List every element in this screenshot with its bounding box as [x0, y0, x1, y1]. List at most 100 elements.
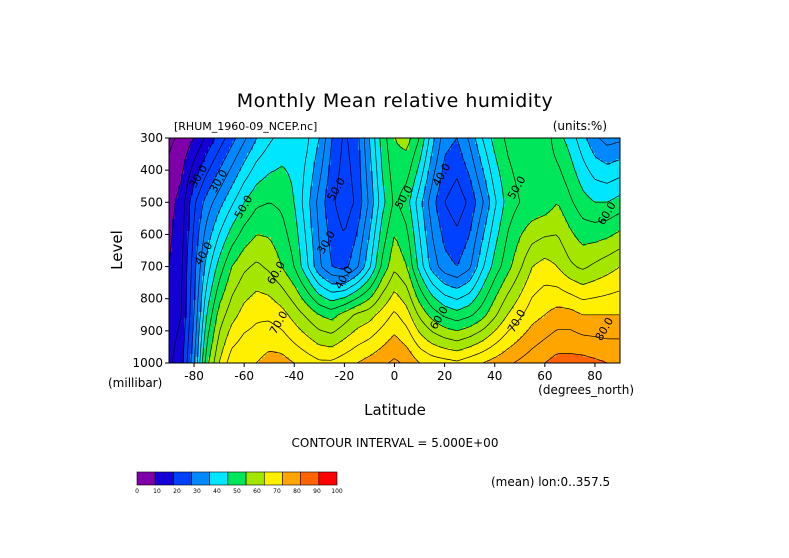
field-cell	[361, 180, 365, 184]
field-cell	[349, 138, 353, 142]
field-cell	[199, 177, 203, 181]
field-cell	[433, 225, 437, 229]
field-cell	[202, 189, 206, 193]
field-cell	[259, 198, 263, 202]
field-cell	[175, 231, 179, 235]
field-cell	[562, 147, 566, 151]
field-cell	[292, 156, 296, 160]
field-cell	[364, 219, 368, 223]
field-cell	[184, 180, 188, 184]
field-cell	[430, 231, 434, 235]
field-cell	[298, 144, 302, 148]
field-cell	[448, 192, 452, 196]
field-cell	[355, 144, 359, 148]
field-cell	[592, 192, 596, 196]
field-cell	[568, 207, 572, 211]
field-cell	[610, 141, 614, 145]
field-cell	[601, 192, 605, 196]
field-cell	[193, 150, 197, 154]
field-cell	[607, 153, 611, 157]
field-cell	[379, 168, 383, 172]
field-cell	[583, 189, 587, 193]
field-cell	[202, 204, 206, 208]
field-cell	[526, 141, 530, 145]
field-cell	[277, 168, 281, 172]
field-cell	[451, 168, 455, 172]
field-cell	[526, 159, 530, 163]
field-cell	[475, 189, 479, 193]
field-cell	[241, 159, 245, 163]
field-cell	[295, 171, 299, 175]
field-cell	[178, 159, 182, 163]
field-cell	[592, 147, 596, 151]
field-cell	[535, 186, 539, 190]
field-cell	[325, 201, 329, 205]
field-cell	[415, 231, 419, 235]
field-cell	[349, 150, 353, 154]
field-cell	[547, 183, 551, 187]
field-cell	[349, 231, 353, 235]
field-cell	[301, 195, 305, 199]
field-cell	[175, 216, 179, 220]
field-cell	[601, 156, 605, 160]
field-cell	[202, 153, 206, 157]
field-cell	[607, 216, 611, 220]
field-cell	[265, 147, 269, 151]
field-cell	[502, 162, 506, 166]
field-cell	[205, 228, 209, 232]
field-cell	[514, 147, 518, 151]
field-cell	[556, 183, 560, 187]
field-cell	[292, 186, 296, 190]
field-cell	[247, 147, 251, 151]
field-cell	[283, 174, 287, 178]
field-cell	[277, 228, 281, 232]
field-cell	[184, 216, 188, 220]
field-cell	[442, 180, 446, 184]
field-cell	[238, 192, 242, 196]
field-cell	[289, 186, 293, 190]
field-cell	[463, 153, 467, 157]
field-cell	[460, 147, 464, 151]
field-cell	[427, 189, 431, 193]
field-cell	[430, 165, 434, 169]
field-cell	[256, 204, 260, 208]
field-cell	[286, 183, 290, 187]
field-cell	[586, 201, 590, 205]
field-cell	[604, 222, 608, 226]
field-cell	[310, 168, 314, 172]
field-cell	[529, 177, 533, 181]
field-cell	[526, 171, 530, 175]
field-cell	[238, 162, 242, 166]
field-cell	[271, 216, 275, 220]
field-cell	[331, 198, 335, 202]
field-cell	[526, 204, 530, 208]
field-cell	[529, 144, 533, 148]
field-cell	[256, 228, 260, 232]
field-cell	[292, 138, 296, 142]
field-cell	[505, 162, 509, 166]
field-cell	[607, 222, 611, 226]
field-cell	[340, 189, 344, 193]
field-cell	[442, 231, 446, 235]
field-cell	[259, 225, 263, 229]
field-cell	[184, 198, 188, 202]
field-cell	[394, 186, 398, 190]
field-cell	[223, 150, 227, 154]
field-cell	[508, 231, 512, 235]
field-cell	[229, 225, 233, 229]
field-cell	[460, 195, 464, 199]
field-cell	[523, 195, 527, 199]
field-cell	[337, 207, 341, 211]
field-cell	[475, 168, 479, 172]
field-cell	[436, 207, 440, 211]
field-cell	[262, 150, 266, 154]
field-cell	[226, 138, 230, 142]
field-cell	[262, 138, 266, 142]
field-cell	[559, 186, 563, 190]
field-cell	[577, 201, 581, 205]
field-cell	[601, 207, 605, 211]
field-cell	[577, 165, 581, 169]
field-cell	[280, 195, 284, 199]
field-cell	[190, 150, 194, 154]
field-cell	[175, 237, 179, 241]
